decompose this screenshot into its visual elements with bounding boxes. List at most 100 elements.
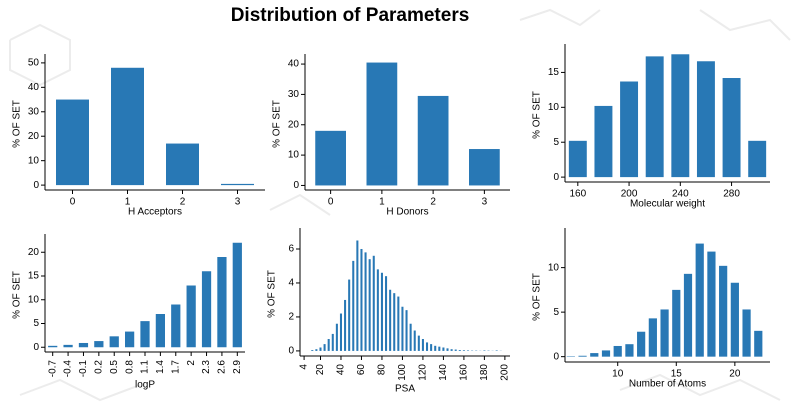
x-tick-label: 3 [482,197,488,208]
bar [368,259,371,351]
bar [109,336,119,348]
bar [111,67,144,186]
bar [380,272,383,351]
bar [352,260,355,351]
bar [348,279,351,351]
bar [409,323,412,351]
x-tick-label: 1 [379,197,385,208]
bar [742,309,751,357]
bar [413,330,416,351]
bar [434,345,437,351]
y-tick-label: 6 [288,244,294,255]
y-tick-label: 4 [288,278,294,289]
bar [48,345,58,348]
y-axis-label: % OF SET [12,271,23,319]
bar [454,349,457,351]
bar [335,323,338,351]
bar [323,344,326,351]
bar [356,240,359,351]
bar [63,344,73,348]
y-tick-label: 5 [553,137,559,148]
bar [568,140,587,178]
bar [625,344,634,357]
y-tick-label: 15 [548,67,560,78]
y-tick-label: 30 [288,89,300,100]
x-tick-label: 0 [70,197,76,208]
y-tick-label: 30 [28,106,40,117]
bar [462,350,465,351]
y-tick-label: 10 [28,155,40,166]
x-tick-label: 15 [671,369,683,380]
y-axis-label: % OF SET [272,100,283,148]
bar [683,273,693,357]
y-tick-label: 40 [288,59,300,70]
bar [671,54,690,178]
bar [339,313,342,351]
y-tick-label: 0 [553,172,559,183]
bar [594,105,613,178]
x-tick-label: 1 [125,197,131,208]
bar [438,346,441,351]
y-axis-label: % OF SET [532,273,543,321]
x-tick-label: 160 [459,364,470,381]
bar [217,257,227,348]
bar [186,285,196,348]
x-tick-label: 200 [621,189,638,200]
bar [620,81,639,178]
bar [376,269,379,351]
bar [417,335,420,351]
x-tick-label: 2 [430,197,436,208]
x-tick-label: 2.6 [217,360,228,374]
x-tick-label: 1.7 [170,360,181,374]
x-tick-label: 1.4 [155,360,166,374]
bar [696,61,715,178]
x-tick-label: 2 [180,197,186,208]
bar [389,289,392,351]
bar [637,331,646,357]
x-tick-label: 240 [672,189,689,200]
bar [707,251,716,357]
bar [94,341,104,348]
bar [56,99,89,186]
bar [590,353,599,357]
bar [446,348,449,351]
bar [397,296,400,351]
y-tick-label: 0 [293,180,299,191]
bar [232,242,242,348]
x-tick-label: 40 [336,364,347,376]
y-tick-label: 0 [553,351,559,362]
bar [417,95,449,186]
bar [426,342,429,351]
x-tick-label: 140 [438,364,449,381]
bar [331,333,334,351]
x-tick-label: 3 [235,197,241,208]
figure-title: Distribution of Parameters [231,5,470,26]
bar [327,339,330,351]
y-axis-label: % OF SET [267,270,278,318]
bar [385,276,388,351]
x-tick-label: 4 [299,364,310,370]
bar [442,347,445,351]
x-axis-label: Molecular weight [630,199,705,210]
bar [140,321,150,348]
x-tick-label: 0.5 [109,360,120,374]
bar [405,310,408,351]
bar [125,331,135,348]
background-decoration [9,8,791,402]
bar [450,349,453,351]
bar [401,306,404,351]
bar [344,299,347,351]
bar [166,143,199,186]
bar [660,309,669,357]
y-tick-label: 0 [33,180,39,191]
bar [393,293,396,351]
x-tick-label: 280 [723,189,740,200]
x-tick-label: 0.2 [93,360,104,374]
bar [648,318,657,357]
x-tick-label: 120 [418,364,429,381]
bar [601,350,611,357]
x-tick-label: 20 [729,369,741,380]
y-tick-label: 10 [548,262,560,273]
y-tick-label: 10 [28,294,40,305]
y-tick-label: 2 [288,312,294,323]
